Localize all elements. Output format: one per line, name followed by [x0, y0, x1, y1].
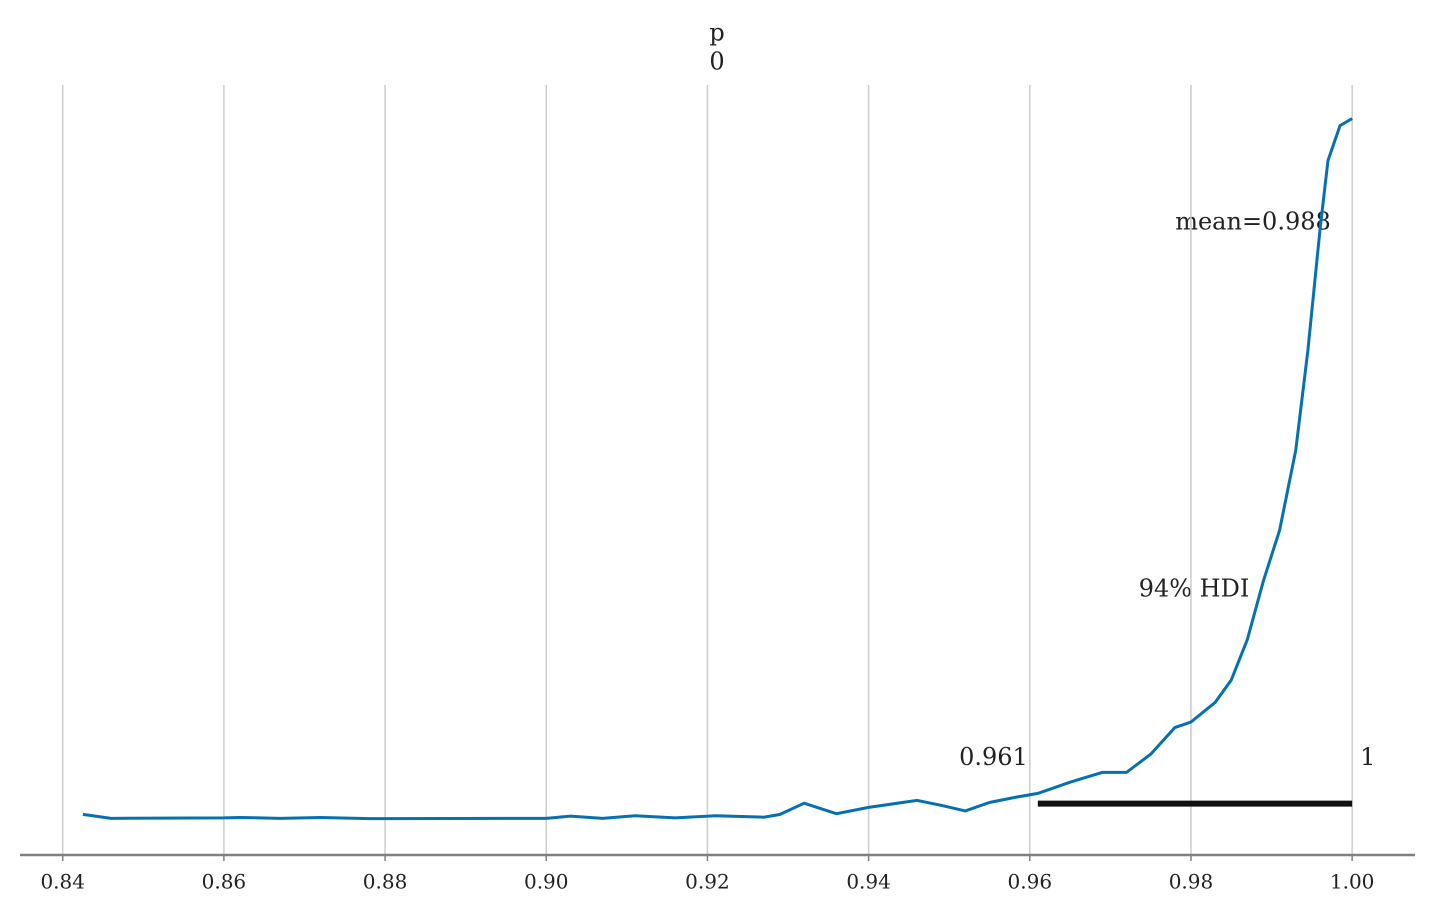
x-tick-label: 0.94 — [846, 870, 891, 894]
x-tick-label: 0.92 — [685, 870, 730, 894]
x-tick-label: 0.98 — [1169, 870, 1214, 894]
x-tick-label: 0.86 — [202, 870, 247, 894]
chart-subtitle: 0 — [709, 48, 724, 76]
mean-label: mean=0.988 — [1175, 208, 1331, 236]
density-line — [82, 117, 1353, 821]
hdi-label: 94% HDI — [1139, 575, 1250, 603]
hdi-low-label: 0.961 — [959, 743, 1028, 771]
x-tick-label: 0.96 — [1008, 870, 1053, 894]
x-tick-label: 0.88 — [363, 870, 408, 894]
x-tick-label: 0.90 — [524, 870, 569, 894]
x-tick-label: 1.00 — [1330, 870, 1375, 894]
chart-title: p — [709, 19, 724, 47]
hdi-high-label: 1 — [1360, 743, 1375, 771]
x-tick-label: 0.84 — [40, 870, 85, 894]
